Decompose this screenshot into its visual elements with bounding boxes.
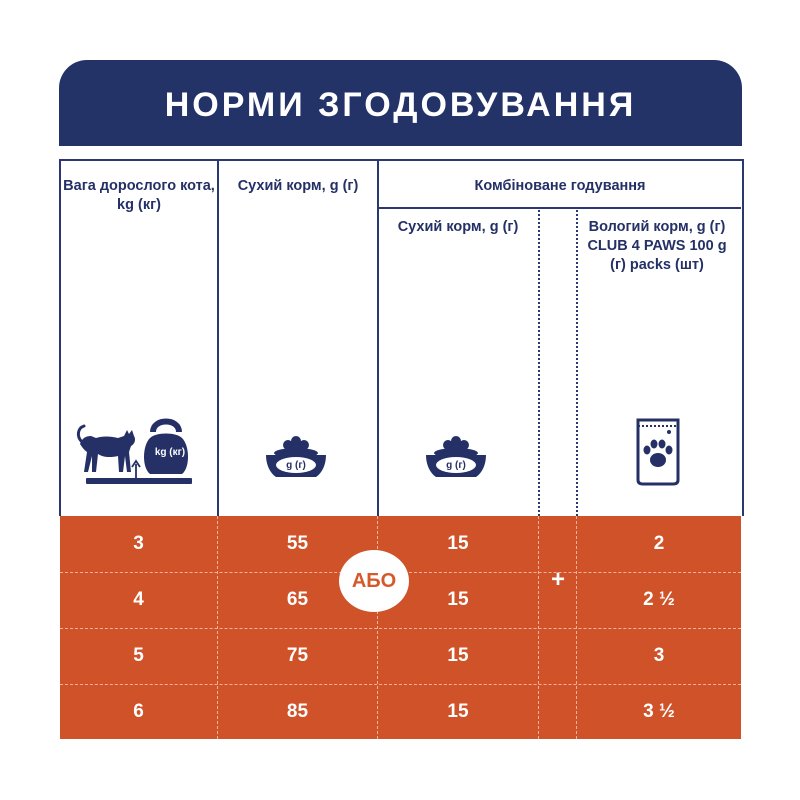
plus-sign: + xyxy=(550,566,565,593)
cell-combined-dry: 15 xyxy=(447,533,469,554)
row-divider xyxy=(60,628,741,629)
header-wet-food: Вологий корм, g (г) CLUB 4 PAWS 100 g (г… xyxy=(587,219,727,273)
column-divider xyxy=(538,207,540,516)
row-divider xyxy=(377,207,741,209)
cell-dry: 55 xyxy=(286,533,309,554)
cell-weight: 6 xyxy=(133,701,144,722)
cell-wet: 2 ½ xyxy=(643,589,675,610)
cell-wet: 3 xyxy=(653,645,665,666)
cell-wet: 3 ½ xyxy=(643,701,675,722)
title-banner: НОРМИ ЗГОДОВУВАННЯ xyxy=(59,60,742,146)
cell-dry: 75 xyxy=(286,645,309,666)
header-combined-dry: Сухий корм, g (г) xyxy=(397,219,519,235)
column-divider xyxy=(377,159,379,516)
table-body xyxy=(60,516,741,739)
or-badge: АБО xyxy=(339,550,409,612)
column-divider xyxy=(217,159,219,516)
cell-combined-dry: 15 xyxy=(447,701,469,722)
column-divider xyxy=(217,516,218,739)
cell-dry: 85 xyxy=(286,701,309,722)
cell-dry: 65 xyxy=(286,589,309,610)
column-divider xyxy=(576,207,578,516)
kettlebell-label: kg (кг) xyxy=(154,447,186,458)
column-divider xyxy=(377,516,378,739)
cell-wet: 2 xyxy=(653,533,665,554)
cell-weight: 4 xyxy=(133,589,144,610)
bowl-label: g (г) xyxy=(446,460,466,471)
row-divider xyxy=(60,684,741,685)
header-dry-food: Сухий корм, g (г) xyxy=(237,178,359,194)
cell-weight: 3 xyxy=(133,533,144,554)
page-title: НОРМИ ЗГОДОВУВАННЯ xyxy=(164,86,637,124)
column-divider xyxy=(576,516,577,739)
bowl-label: g (г) xyxy=(286,460,306,471)
cell-combined-dry: 15 xyxy=(447,645,469,666)
header-weight: Вага дорослого кота, kg (кг) xyxy=(63,178,215,213)
food-bowl-icon xyxy=(266,436,326,477)
table-header xyxy=(59,159,744,516)
cell-combined-dry: 15 xyxy=(447,589,469,610)
cat-on-scale-icon xyxy=(76,418,192,484)
paw-pouch-icon xyxy=(636,418,680,486)
column-divider xyxy=(538,516,539,739)
header-combined: Комбіноване годування xyxy=(474,178,646,194)
food-bowl-icon xyxy=(426,436,486,477)
cell-weight: 5 xyxy=(133,645,144,666)
